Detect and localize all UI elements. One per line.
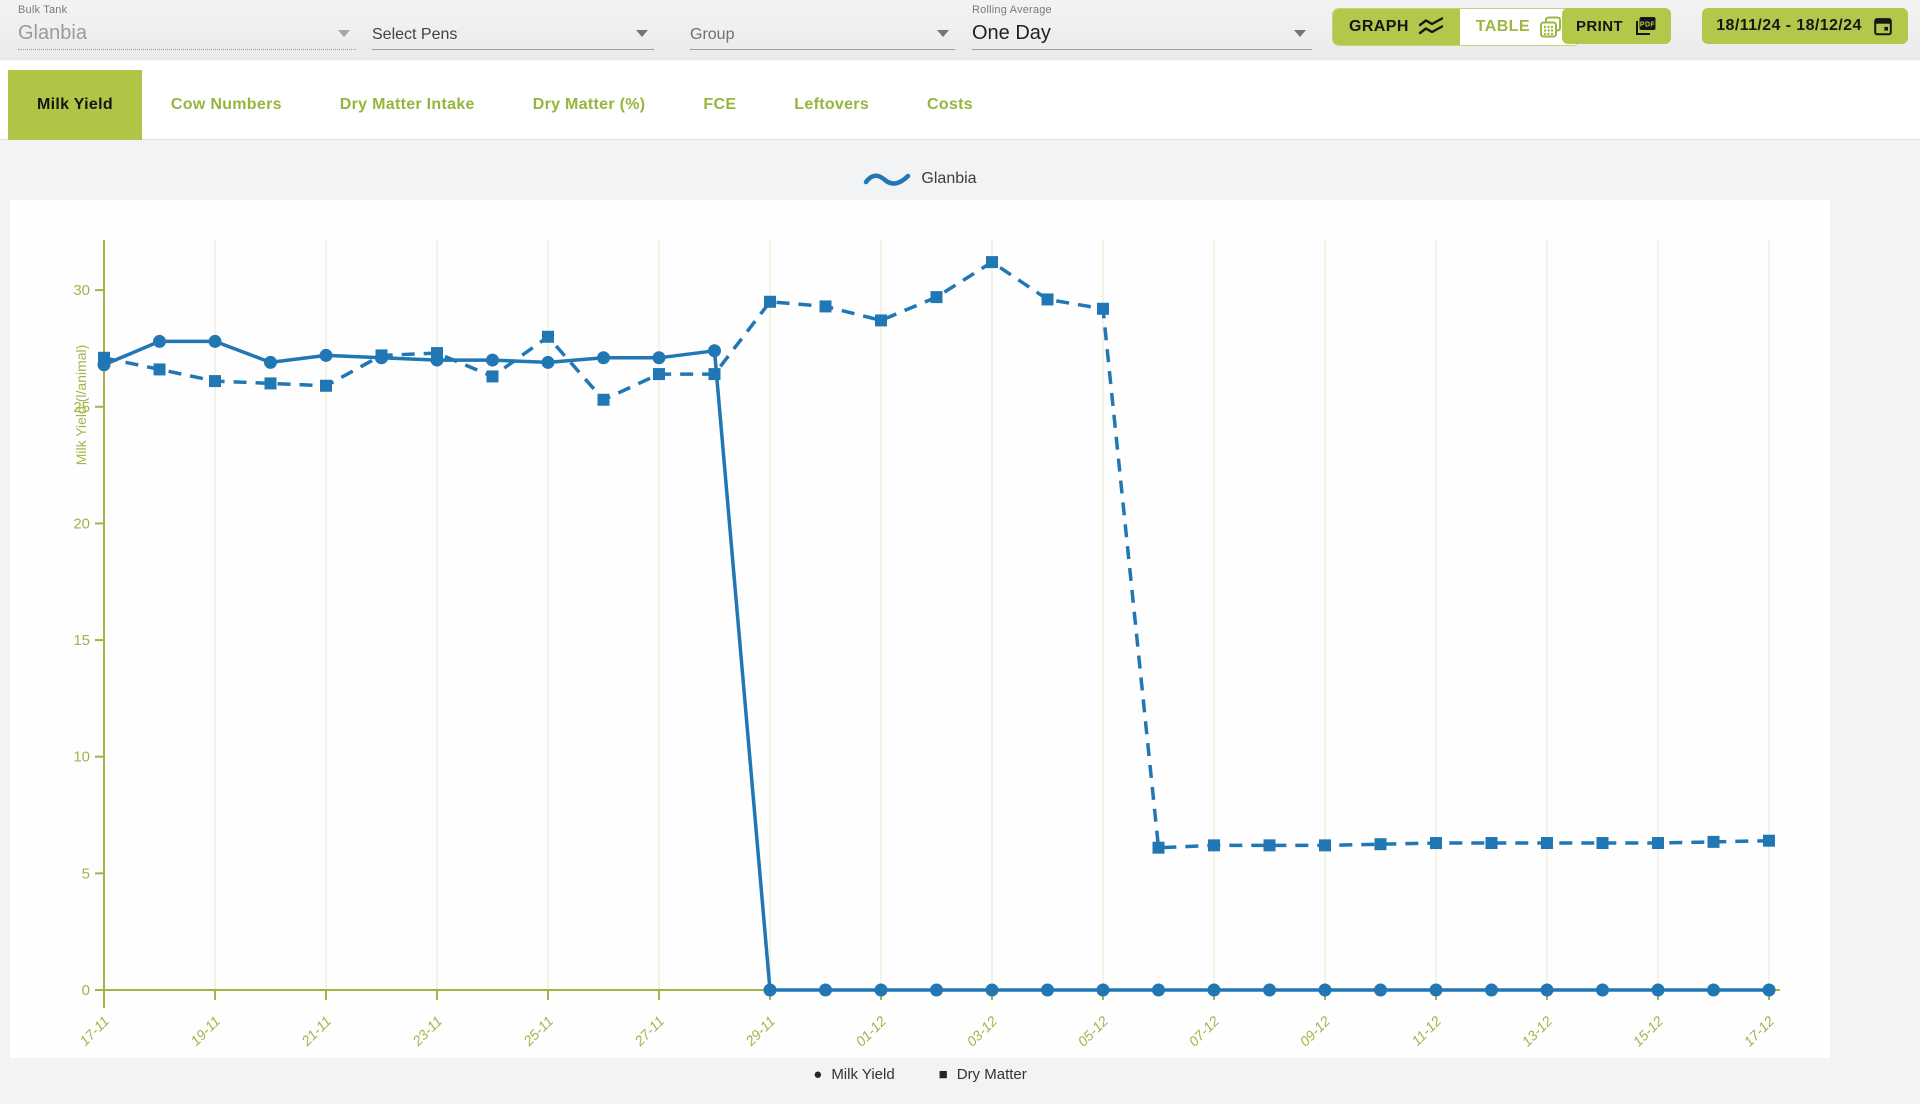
group-value: Group bbox=[690, 26, 735, 43]
tab-strip: Milk Yield Cow Numbers Dry Matter Intake Dr… bbox=[0, 58, 1920, 140]
chart-card: 0 5 10 15 20 25 30 Milk Yield (l/animal) 17-11 19… bbox=[10, 200, 1830, 1058]
line-series-icon bbox=[864, 173, 911, 186]
view-toggle: GRAPH TABLE bbox=[1332, 8, 1580, 46]
date-range-label: 18/11/24 - 18/12/24 bbox=[1716, 17, 1862, 34]
tab-dry-matter[interactable]: Dry Matter (%) bbox=[532, 96, 646, 113]
marker-legend: ● Milk Yield ■ Dry Matter bbox=[10, 1066, 1830, 1083]
rolling-average-select[interactable]: Rolling Average One Day bbox=[972, 0, 1312, 56]
svg-text:25-11: 25-11 bbox=[520, 1013, 557, 1050]
svg-text:30: 30 bbox=[73, 282, 90, 299]
legend-item-label: Milk Yield bbox=[831, 1066, 895, 1083]
svg-text:13-12: 13-12 bbox=[1518, 1013, 1555, 1050]
graph-button[interactable]: GRAPH bbox=[1333, 9, 1460, 45]
line-chart-icon bbox=[1418, 17, 1443, 35]
series-dry-matter bbox=[98, 256, 1775, 854]
table-button-label: TABLE bbox=[1475, 18, 1530, 35]
legend-item-label: Dry Matter bbox=[956, 1066, 1027, 1083]
milk-yield-chart: 0 5 10 15 20 25 30 Milk Yield (l/animal) 17-11 19… bbox=[73, 240, 1780, 1049]
print-button-label: PRINT bbox=[1576, 17, 1623, 35]
svg-text:05-12: 05-12 bbox=[1074, 1013, 1111, 1050]
series-milk-yield bbox=[97, 334, 1776, 997]
chevron-down-icon bbox=[636, 30, 648, 37]
chevron-down-icon bbox=[937, 30, 949, 37]
svg-text:11-12: 11-12 bbox=[1408, 1013, 1444, 1049]
chevron-down-icon bbox=[338, 30, 350, 37]
calendar-icon bbox=[1873, 18, 1892, 36]
gridlines bbox=[214, 240, 1770, 990]
select-pens-value: Select Pens bbox=[372, 26, 458, 43]
svg-text:27-11: 27-11 bbox=[631, 1013, 668, 1050]
svg-text:09-12: 09-12 bbox=[1296, 1013, 1333, 1050]
svg-text:17-11: 17-11 bbox=[76, 1013, 112, 1049]
chart-series-legend: Glanbia bbox=[10, 162, 1830, 196]
rolling-average-value: One Day bbox=[972, 22, 1051, 44]
field-underline bbox=[972, 49, 1312, 50]
table-icon bbox=[1539, 16, 1561, 38]
bulk-tank-select[interactable]: Bulk Tank Glanbia bbox=[18, 0, 356, 56]
svg-text:17-12: 17-12 bbox=[1740, 1013, 1777, 1050]
rolling-average-label: Rolling Average bbox=[972, 4, 1052, 16]
svg-text:23-11: 23-11 bbox=[409, 1013, 446, 1050]
print-button[interactable]: PRINT PDF bbox=[1562, 8, 1671, 44]
legend-series-name: Glanbia bbox=[921, 170, 977, 187]
legend-item-milk-yield[interactable]: ● Milk Yield bbox=[813, 1066, 894, 1083]
graph-button-label: GRAPH bbox=[1349, 18, 1409, 35]
bulk-tank-label: Bulk Tank bbox=[18, 4, 68, 16]
y-axis-title: Milk Yield (l/animal) bbox=[73, 345, 89, 466]
field-underline bbox=[372, 49, 654, 50]
svg-text:29-11: 29-11 bbox=[742, 1013, 779, 1050]
svg-text:21-11: 21-11 bbox=[298, 1013, 335, 1050]
select-pens-select[interactable]: Select Pens bbox=[372, 0, 654, 56]
group-select[interactable]: Group bbox=[690, 0, 955, 56]
chevron-down-icon bbox=[1294, 30, 1306, 37]
svg-text:PDF: PDF bbox=[1640, 22, 1656, 29]
x-axis-ticks: 17-11 19-11 21-11 23-11 25-11 27-11 29-11 01-12… bbox=[76, 990, 1777, 1049]
svg-text:5: 5 bbox=[82, 865, 90, 882]
date-range-button[interactable]: 18/11/24 - 18/12/24 bbox=[1702, 8, 1908, 44]
legend-item-dry-matter[interactable]: ■ Dry Matter bbox=[939, 1066, 1027, 1083]
svg-text:15-12: 15-12 bbox=[1629, 1013, 1666, 1050]
svg-text:03-12: 03-12 bbox=[963, 1013, 1000, 1050]
field-underline bbox=[18, 49, 356, 50]
bulk-tank-value: Glanbia bbox=[18, 22, 87, 44]
svg-text:20: 20 bbox=[73, 515, 90, 532]
svg-text:25: 25 bbox=[73, 399, 90, 416]
tab-costs[interactable]: Costs bbox=[927, 96, 973, 113]
tab-bar: Milk Yield Cow Numbers Dry Matter Intake Dr… bbox=[8, 70, 1002, 140]
table-button[interactable]: TABLE bbox=[1459, 9, 1579, 45]
tab-fce[interactable]: FCE bbox=[703, 96, 737, 113]
circle-marker-icon: ● bbox=[813, 1066, 823, 1083]
field-underline bbox=[690, 49, 955, 50]
y-axis-ticks: 0 5 10 15 20 25 30 bbox=[73, 282, 104, 999]
tab-milk-yield[interactable]: Milk Yield bbox=[8, 70, 142, 140]
tab-cow-numbers[interactable]: Cow Numbers bbox=[170, 96, 282, 113]
svg-text:01-12: 01-12 bbox=[852, 1013, 889, 1050]
pdf-icon: PDF bbox=[1636, 17, 1656, 35]
svg-text:07-12: 07-12 bbox=[1185, 1013, 1222, 1050]
svg-text:15: 15 bbox=[73, 632, 90, 649]
svg-text:10: 10 bbox=[73, 749, 90, 766]
square-marker-icon: ■ bbox=[938, 1066, 948, 1083]
svg-text:19-11: 19-11 bbox=[187, 1013, 223, 1049]
tab-leftovers[interactable]: Leftovers bbox=[794, 96, 870, 113]
toolbar: Bulk Tank Glanbia Select Pens Group Roll… bbox=[0, 0, 1920, 58]
svg-text:0: 0 bbox=[82, 982, 90, 999]
tab-dry-matter-intake[interactable]: Dry Matter Intake bbox=[339, 96, 475, 113]
